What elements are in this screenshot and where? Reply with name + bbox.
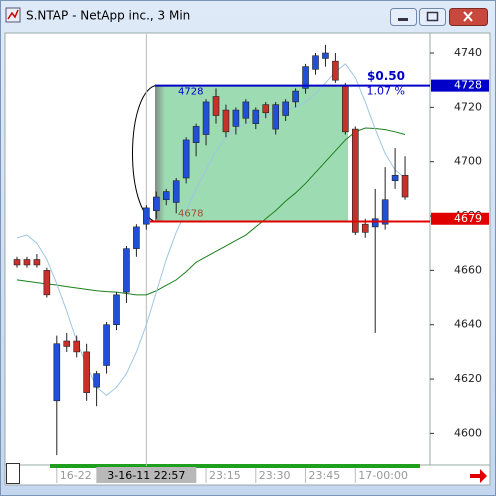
candle-body bbox=[312, 55, 319, 70]
candle-body bbox=[33, 259, 41, 266]
candle-body bbox=[43, 270, 51, 296]
crosshair-time-label: 3-16-11 22:57 bbox=[107, 469, 185, 482]
price-marker-label: 4728 bbox=[454, 79, 482, 92]
candle-body bbox=[53, 343, 61, 402]
candle-body bbox=[83, 351, 90, 393]
y-tick-label: 4640 bbox=[454, 318, 482, 331]
x-tick-label: 17-00:00 bbox=[358, 469, 408, 482]
candle-body bbox=[322, 52, 329, 59]
candle-body bbox=[351, 128, 359, 233]
candle-body bbox=[143, 207, 150, 225]
chart: 4600462046404660468047004720474047284678… bbox=[13, 34, 489, 483]
change-label: $0.50 bbox=[367, 69, 405, 83]
x-tick-label: 23:30 bbox=[259, 469, 291, 482]
range-box-shade bbox=[155, 85, 165, 222]
candle-body bbox=[381, 199, 389, 225]
candle-body bbox=[13, 259, 21, 266]
candle-body bbox=[93, 373, 100, 388]
candle-body bbox=[222, 109, 230, 133]
candle-body bbox=[73, 340, 80, 353]
candle-body bbox=[302, 66, 309, 89]
moving-average bbox=[16, 63, 406, 397]
candle-body bbox=[232, 109, 240, 127]
candle-body bbox=[162, 191, 170, 201]
candle-body bbox=[182, 139, 190, 179]
change-pct-label: 1.07 % bbox=[367, 85, 405, 98]
y-tick-label: 4600 bbox=[454, 426, 482, 439]
scroll-right-arrow[interactable] bbox=[470, 469, 487, 483]
candle-body bbox=[361, 223, 369, 233]
maximize-button[interactable] bbox=[419, 8, 446, 26]
candle-body bbox=[332, 60, 339, 81]
candle-body bbox=[401, 174, 409, 198]
candle-body bbox=[262, 104, 270, 114]
close-button[interactable] bbox=[449, 8, 488, 26]
y-tick-label: 4720 bbox=[454, 100, 482, 113]
y-tick-label: 4620 bbox=[454, 372, 482, 385]
price-marker bbox=[431, 79, 489, 92]
minimize-button[interactable] bbox=[390, 8, 417, 26]
crosshair-time-box bbox=[96, 467, 197, 483]
candle-body bbox=[212, 96, 220, 116]
candle-body bbox=[242, 101, 250, 119]
candle-body bbox=[123, 248, 130, 293]
candle-body bbox=[342, 85, 349, 133]
price-axis bbox=[429, 32, 491, 466]
moving-average bbox=[16, 127, 406, 296]
app-icon-glyph bbox=[7, 9, 19, 20]
y-tick-label: 4660 bbox=[454, 263, 482, 276]
candle-body bbox=[292, 90, 299, 103]
x-tick-label: 16-22 bbox=[60, 469, 92, 482]
price-marker-label: 4679 bbox=[454, 212, 482, 225]
candle-body bbox=[371, 218, 379, 228]
scroll-thumb[interactable] bbox=[6, 463, 20, 484]
candle-body bbox=[63, 340, 71, 347]
candle-body bbox=[272, 104, 280, 130]
price-marker bbox=[431, 212, 489, 225]
candle-body bbox=[103, 324, 110, 366]
y-tick-label: 4740 bbox=[454, 46, 482, 59]
y-tick-label: 4700 bbox=[454, 155, 482, 168]
candle-body bbox=[23, 259, 31, 266]
candle-body bbox=[202, 101, 210, 135]
lower-level-label: 4678 bbox=[178, 208, 203, 219]
candle-body bbox=[391, 174, 399, 182]
candle-body bbox=[113, 294, 120, 326]
candle-body bbox=[133, 226, 140, 249]
candle-body bbox=[252, 109, 260, 124]
candle-body bbox=[153, 196, 160, 211]
scroll-bar[interactable] bbox=[50, 464, 420, 468]
x-tick-label: 23:15 bbox=[209, 469, 241, 482]
window-title: S.NTAP - NetApp inc., 3 Min bbox=[26, 9, 190, 23]
candle-body bbox=[192, 126, 200, 143]
x-tick-label: 23:45 bbox=[309, 469, 341, 482]
candle-body bbox=[282, 101, 289, 116]
candle-body bbox=[172, 180, 180, 203]
upper-level-label: 4728 bbox=[178, 87, 203, 98]
